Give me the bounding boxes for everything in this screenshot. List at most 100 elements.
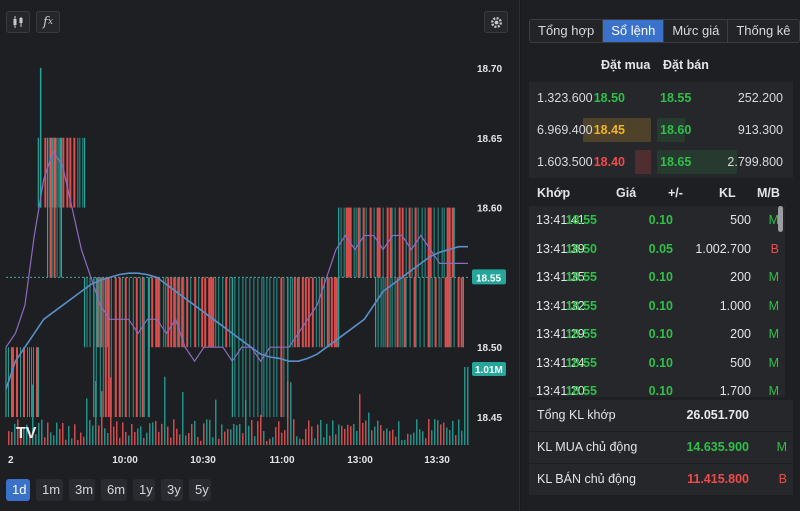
- tick-bar: [446, 207, 449, 278]
- bid-price[interactable]: 18.45: [593, 123, 625, 137]
- trade-row[interactable]: 13:41:20 18.55 0.10 1.700 M: [529, 377, 785, 397]
- tick-bar: [357, 207, 360, 278]
- range-button-5y[interactable]: 5y: [189, 479, 211, 501]
- order-book-row[interactable]: 6.969.400 18.45 18.60 913.300: [529, 114, 793, 146]
- range-button-3y[interactable]: 3y: [161, 479, 183, 501]
- volume-bar: [281, 432, 283, 445]
- tick-bar: [427, 207, 430, 278]
- summary-sell-row: KL BÁN chủ động 11.415.800 B: [529, 464, 793, 495]
- trade-change: 0.10: [648, 327, 673, 341]
- trade-row[interactable]: 13:41:41 18.55 0.10 500 M: [529, 206, 785, 235]
- volume-bar: [440, 424, 442, 445]
- volume-bar: [107, 433, 109, 445]
- volume-bar: [104, 428, 106, 445]
- trade-row[interactable]: 13:41:39 18.50 0.05 1.002.700 B: [529, 234, 785, 263]
- volume-bar: [398, 421, 400, 445]
- tick-bar: [384, 277, 386, 348]
- tick-bar: [389, 277, 391, 348]
- candlestick-icon[interactable]: [6, 11, 30, 33]
- trade-row[interactable]: 13:41:29 18.55 0.10 200 M: [529, 320, 785, 349]
- volume-bar: [113, 426, 115, 445]
- trade-change: 0.10: [648, 384, 673, 397]
- trade-side: M: [768, 270, 779, 284]
- trade-row[interactable]: 13:41:24 18.55 0.10 500 M: [529, 348, 785, 377]
- tick-bar: [408, 207, 411, 278]
- tick-bar: [20, 347, 21, 418]
- volume-bar: [122, 422, 124, 445]
- trade-change: 0.10: [648, 355, 673, 370]
- volume-bar: [305, 428, 307, 445]
- volume-bar: [188, 433, 190, 445]
- volume-bar: [374, 426, 376, 445]
- volume-bar: [140, 426, 142, 445]
- range-button-3m[interactable]: 3m: [69, 479, 95, 501]
- volume-bar: [206, 419, 208, 445]
- ask-depth-bar: [657, 118, 685, 142]
- ask-price[interactable]: 18.60: [660, 123, 692, 137]
- trade-time: 13:41:24: [536, 355, 585, 370]
- ask-price[interactable]: 18.65: [660, 155, 692, 169]
- tick-bar: [355, 207, 357, 278]
- tab-2[interactable]: Mức giá: [664, 20, 729, 42]
- gear-glyph: [490, 16, 502, 28]
- tick-bar: [151, 277, 154, 348]
- volume-bar: [137, 428, 139, 445]
- tab-3[interactable]: Thống kê: [728, 20, 799, 42]
- range-button-6m[interactable]: 6m: [101, 479, 127, 501]
- bid-price[interactable]: 18.40: [593, 155, 625, 169]
- tick-bar: [23, 347, 25, 418]
- trade-time: 13:41:41: [536, 213, 585, 227]
- tick-bar: [225, 277, 228, 348]
- trade-row[interactable]: 13:41:32 18.55 0.10 1.000 M: [529, 291, 785, 320]
- tick-bar: [353, 207, 355, 278]
- bid-price[interactable]: 18.50: [593, 91, 625, 105]
- volume-bar: [62, 422, 64, 445]
- tick-bar: [345, 207, 348, 278]
- tick-bar: [421, 207, 423, 278]
- order-book-row[interactable]: 1.603.500 18.40 18.65 2.799.800: [529, 146, 793, 178]
- tick-bar: [326, 277, 329, 348]
- volume-bar: [68, 425, 70, 445]
- volume-bar: [464, 367, 466, 445]
- volume-bar: [467, 367, 469, 445]
- tick-bar: [333, 277, 336, 348]
- tab-1[interactable]: Sổ lệnh: [603, 20, 665, 42]
- trades-scrollbar[interactable]: [778, 206, 783, 232]
- tick-bar: [389, 207, 392, 278]
- volume-bar: [338, 424, 340, 445]
- tick-bar: [411, 207, 413, 278]
- trade-row[interactable]: 13:41:35 18.55 0.10 200 M: [529, 263, 785, 292]
- tick-bar: [293, 277, 296, 348]
- volume-bar: [197, 436, 199, 445]
- tick-bar: [399, 277, 401, 348]
- tick-bar: [159, 277, 161, 348]
- tick-bar: [208, 277, 211, 348]
- volume-bar: [356, 430, 358, 445]
- price-chart[interactable]: 18.7018.6518.6018.5518.5018.4518.551.01M…: [0, 0, 520, 511]
- tick-bar: [49, 137, 52, 278]
- volume-bar: [410, 434, 412, 445]
- tick-bar: [301, 277, 304, 348]
- volume-bar: [194, 420, 196, 445]
- volume-bar: [260, 414, 262, 445]
- range-button-1d[interactable]: 1d: [6, 479, 30, 501]
- trade-time: 13:41:39: [536, 241, 585, 256]
- volume-bar: [71, 438, 73, 445]
- last-price-label: 18.55: [476, 273, 501, 284]
- order-panel: Tổng hợp Sổ lệnh Mức giá Thống kê Đặt mua Đ…: [521, 0, 800, 511]
- volume-bar: [101, 391, 103, 445]
- gear-icon[interactable]: [484, 11, 508, 33]
- range-button-1y[interactable]: 1y: [133, 479, 155, 501]
- volume-bar: [125, 431, 127, 445]
- volume-bar: [38, 422, 40, 445]
- range-button-1m[interactable]: 1m: [36, 479, 63, 501]
- tick-bar: [104, 277, 107, 418]
- tick-bar: [110, 277, 112, 418]
- trades-list[interactable]: 13:41:41 18.55 0.10 500 M 13:41:39 18.50 0.05 1.…: [521, 206, 793, 397]
- volume-bar: [461, 430, 463, 445]
- ask-price[interactable]: 18.55: [660, 91, 692, 105]
- order-book-row[interactable]: 1.323.600 18.50 18.55 252.200: [529, 82, 793, 114]
- tab-0[interactable]: Tổng hợp: [530, 20, 604, 42]
- trade-side: M: [768, 355, 779, 370]
